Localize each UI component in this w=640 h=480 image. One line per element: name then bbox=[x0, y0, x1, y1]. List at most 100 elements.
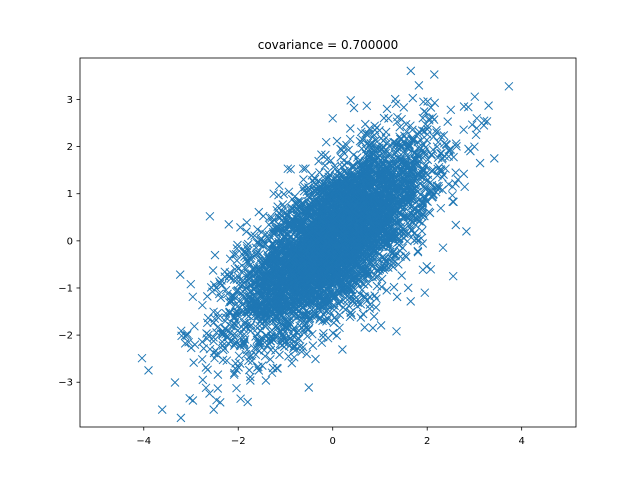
scatter-point bbox=[313, 228, 322, 238]
scatter-point bbox=[278, 306, 287, 316]
scatter-point bbox=[282, 235, 291, 245]
scatter-point bbox=[331, 239, 340, 249]
scatter-point bbox=[359, 177, 369, 186]
scatter-point bbox=[323, 265, 332, 274]
scatter-point bbox=[381, 127, 391, 137]
scatter-point bbox=[251, 250, 261, 260]
scatter-point bbox=[345, 124, 355, 133]
scatter-point bbox=[371, 272, 381, 282]
scatter-point bbox=[202, 292, 212, 301]
scatter-point bbox=[222, 356, 232, 366]
scatter-point bbox=[157, 405, 167, 414]
scatter-point bbox=[210, 250, 220, 260]
scatter-point bbox=[413, 247, 423, 257]
scatter-point bbox=[444, 146, 454, 156]
scatter-point bbox=[229, 250, 238, 259]
scatter-point bbox=[421, 160, 431, 170]
scatter-point bbox=[377, 175, 387, 185]
scatter-point bbox=[362, 296, 372, 305]
scatter-point bbox=[253, 225, 262, 234]
scatter-point bbox=[416, 135, 426, 145]
scatter-point bbox=[202, 334, 212, 343]
scatter-point bbox=[363, 197, 373, 207]
scatter-point bbox=[416, 179, 425, 189]
scatter-point bbox=[381, 176, 390, 185]
scatter-point bbox=[224, 298, 234, 307]
scatter-point bbox=[232, 383, 241, 393]
scatter-point bbox=[418, 209, 428, 219]
scatter-point bbox=[364, 236, 373, 246]
scatter-point bbox=[225, 308, 235, 318]
scatter-point bbox=[396, 155, 405, 164]
scatter-point bbox=[304, 383, 314, 392]
scatter-point bbox=[426, 187, 436, 197]
scatter-point bbox=[423, 121, 432, 131]
scatter-point bbox=[383, 206, 392, 216]
scatter-point bbox=[287, 358, 297, 368]
scatter-point bbox=[393, 180, 403, 189]
scatter-point bbox=[421, 150, 430, 160]
scatter-point bbox=[340, 174, 350, 184]
scatter-point bbox=[303, 331, 312, 341]
scatter-point bbox=[261, 229, 270, 239]
scatter-point bbox=[361, 229, 371, 239]
scatter-point bbox=[391, 99, 401, 109]
scatter-point bbox=[369, 240, 379, 250]
scatter-point bbox=[451, 179, 460, 188]
scatter-point bbox=[470, 92, 480, 102]
scatter-point bbox=[278, 332, 288, 342]
scatter-point bbox=[414, 195, 424, 205]
scatter-point bbox=[386, 211, 396, 220]
scatter-point bbox=[323, 238, 333, 248]
scatter-point bbox=[332, 331, 342, 340]
scatter-point bbox=[399, 103, 409, 112]
scatter-point bbox=[371, 199, 381, 209]
scatter-point bbox=[392, 204, 402, 214]
scatter-point bbox=[185, 393, 195, 403]
scatter-point bbox=[467, 120, 477, 130]
scatter-point bbox=[239, 318, 249, 328]
scatter-point bbox=[225, 254, 235, 264]
scatter-point bbox=[382, 286, 392, 295]
scatter-point bbox=[277, 238, 286, 247]
scatter-point bbox=[354, 227, 364, 236]
scatter-point bbox=[334, 196, 343, 205]
scatter-point bbox=[213, 308, 222, 318]
scatter-point bbox=[297, 347, 306, 357]
scatter-point bbox=[322, 238, 332, 248]
scatter-point bbox=[348, 257, 358, 267]
scatter-point bbox=[282, 299, 291, 309]
scatter-point bbox=[362, 242, 371, 252]
scatter-point bbox=[378, 158, 387, 168]
scatter-point bbox=[401, 252, 411, 262]
scatter-point bbox=[301, 164, 310, 173]
scatter-point bbox=[322, 204, 331, 213]
scatter-point bbox=[378, 136, 388, 146]
scatter-point bbox=[274, 181, 284, 191]
scatter-point bbox=[189, 358, 199, 367]
scatter-point bbox=[321, 178, 331, 188]
scatter-point bbox=[260, 321, 270, 330]
scatter-point bbox=[417, 226, 427, 236]
scatter-point bbox=[199, 344, 209, 353]
scatter-point bbox=[183, 329, 192, 339]
scatter-point bbox=[257, 361, 267, 370]
scatter-point bbox=[409, 134, 419, 144]
scatter-point bbox=[341, 226, 350, 235]
scatter-point bbox=[302, 187, 312, 197]
scatter-point bbox=[336, 190, 345, 200]
scatter-point bbox=[250, 295, 260, 305]
scatter-point bbox=[338, 233, 348, 243]
scatter-point bbox=[361, 232, 371, 242]
scatter-point bbox=[362, 264, 371, 274]
scatter-point bbox=[269, 272, 279, 282]
scatter-point bbox=[345, 134, 355, 144]
scatter-point bbox=[423, 155, 433, 165]
scatter-point bbox=[218, 355, 228, 365]
scatter-point bbox=[241, 248, 250, 258]
scatter-point bbox=[323, 168, 333, 177]
scatter-point bbox=[330, 313, 339, 322]
scatter-point bbox=[287, 194, 297, 204]
scatter-point bbox=[368, 149, 378, 158]
